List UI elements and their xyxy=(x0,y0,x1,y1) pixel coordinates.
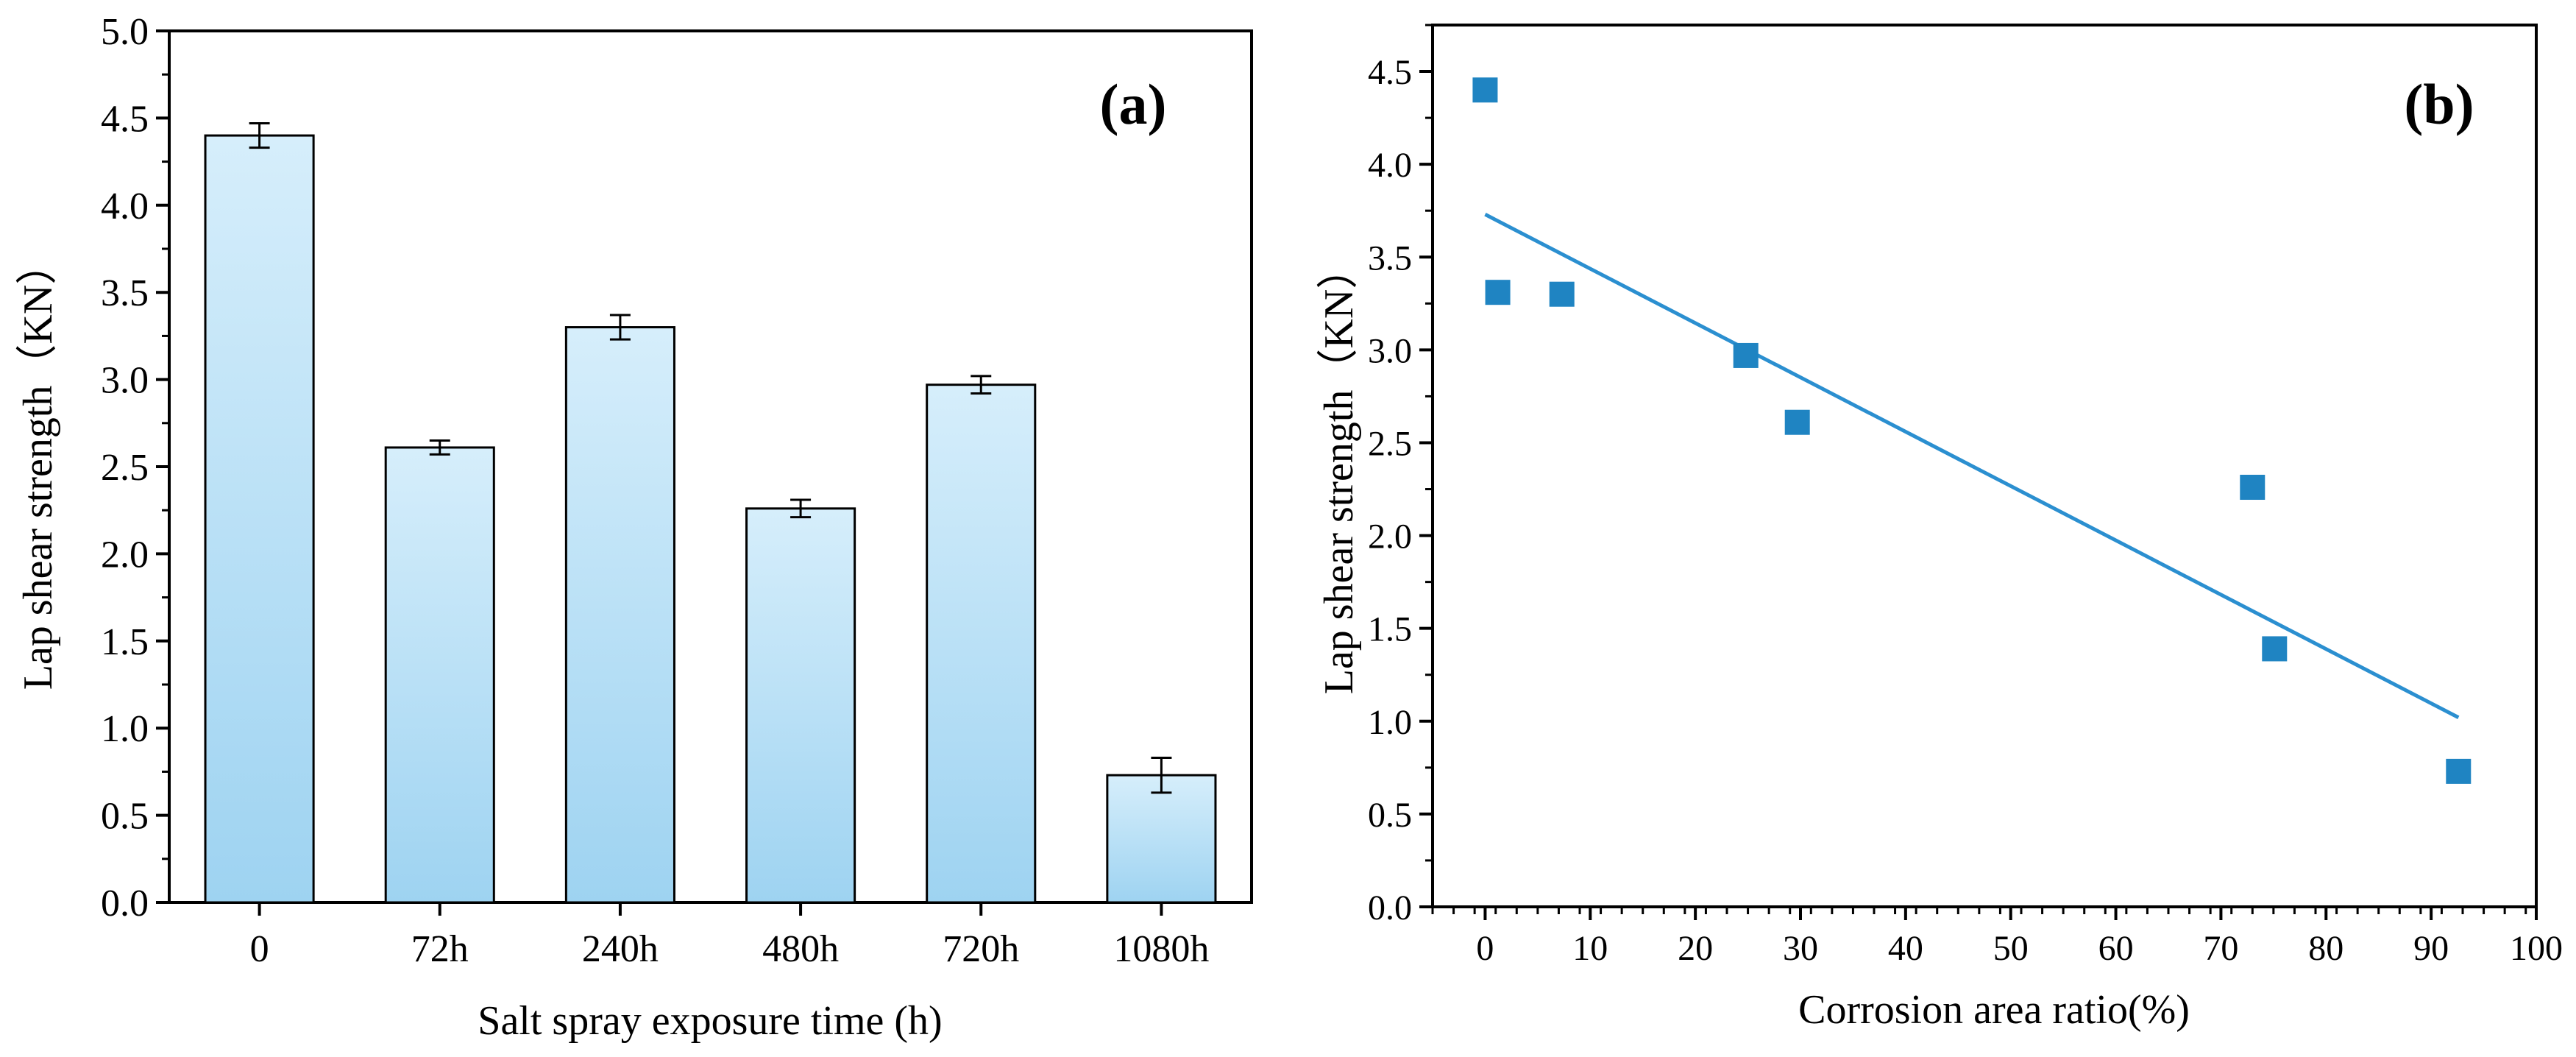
data-point-5 xyxy=(2240,475,2265,501)
panel-a-label: (a) xyxy=(1100,72,1167,136)
panel-b-x-tick-label: 30 xyxy=(1783,929,1818,968)
panel-b-label: (b) xyxy=(2404,72,2474,136)
data-point-2 xyxy=(1549,281,1575,307)
panel-a-y-tick-label: 1.0 xyxy=(101,708,149,750)
panel-a-x-tick-label: 720h xyxy=(943,928,1019,970)
panel-a-x-tick-label: 1080h xyxy=(1113,928,1209,970)
panel-a-y-axis-title: Lap shear strength（KN） xyxy=(15,244,61,690)
panel-b-x-tick-label: 60 xyxy=(2098,929,2134,968)
panel-a-bars xyxy=(204,122,1217,904)
panel-a-plot-frame xyxy=(168,29,1253,904)
panel-b-x-axis: 0 10 20 30 40 50 60 70 80 90 100 xyxy=(1431,907,2563,968)
panel-b-y-tick-label: 0.5 xyxy=(1368,796,1412,835)
panel-b-x-tick-label: 90 xyxy=(2413,929,2449,968)
panel-a-y-tick-label: 4.0 xyxy=(101,185,149,227)
panel-b-x-tick-label: 100 xyxy=(2510,929,2563,968)
panel-a-x-axis: 0 72h 240h 480h 720h 1080h xyxy=(250,902,1209,970)
panel-b-x-tick-label: 20 xyxy=(1678,929,1713,968)
panel-a-y-tick-label: 2.5 xyxy=(101,447,149,489)
panel-b-x-tick-label: 70 xyxy=(2203,929,2238,968)
panel-b-y-tick-label: 1.5 xyxy=(1368,610,1412,649)
fit-line xyxy=(1484,213,2460,719)
bar-720h xyxy=(926,383,1037,904)
panel-a-y-tick-label: 4.5 xyxy=(101,98,149,140)
panel-b-y-axis: 0.0 0.5 1.0 1.5 2.0 2.5 3.0 3.5 4.0 4.5 xyxy=(1368,24,1433,927)
data-point-1 xyxy=(1485,280,1511,305)
data-point-7 xyxy=(2446,758,2472,784)
data-point-4 xyxy=(1784,409,1810,435)
panel-a-x-tick-label: 240h xyxy=(582,928,659,970)
panel-a-y-tick-label: 0.5 xyxy=(101,796,149,838)
panel-b-y-tick-label: 1.0 xyxy=(1368,703,1412,742)
panel-b-y-tick-label: 0.0 xyxy=(1368,888,1412,927)
panel-b-x-tick-label: 40 xyxy=(1888,929,1923,968)
bar-1080h xyxy=(1106,774,1217,904)
panel-b-y-tick-label: 4.0 xyxy=(1368,146,1412,185)
panel-b-y-axis-title: Lap shear strength（KN） xyxy=(1316,248,1362,695)
panel-a-y-axis: 0.0 0.5 1.0 1.5 2.0 2.5 3.0 3.5 4.0 4.5 5.0 xyxy=(101,11,169,925)
panel-b-scatter-chart: 0.0 0.5 1.0 1.5 2.0 2.5 3.0 3.5 4.0 4.5 0 10 20 30 40… xyxy=(1316,24,2563,1033)
panel-a-y-tick-label: 3.5 xyxy=(101,272,149,314)
panel-a-bar-chart: 0.0 0.5 1.0 1.5 2.0 2.5 3.0 3.5 4.0 4.5 5.0 0 72h 24… xyxy=(15,11,1253,1044)
panel-a-x-axis-title: Salt spray exposure time (h) xyxy=(478,998,942,1044)
panel-b-x-tick-label: 0 xyxy=(1476,929,1494,968)
panel-b-x-tick-label: 10 xyxy=(1572,929,1608,968)
data-point-0 xyxy=(1472,77,1498,103)
panel-b-x-axis-title: Corrosion area ratio(%) xyxy=(1798,987,2190,1033)
panel-a-y-tick-label: 5.0 xyxy=(101,11,149,53)
panel-a-y-tick-label: 1.5 xyxy=(101,621,149,663)
panel-b-y-tick-label: 2.5 xyxy=(1368,424,1412,463)
panel-b-x-tick-label: 50 xyxy=(1993,929,2029,968)
panel-b-y-tick-label: 3.0 xyxy=(1368,331,1412,370)
bar-480h xyxy=(745,507,856,904)
panel-b-points xyxy=(1472,77,2472,784)
bar-240h xyxy=(564,326,675,904)
panel-a-x-tick-label: 72h xyxy=(411,928,469,970)
panel-b-x-tick-label: 80 xyxy=(2308,929,2343,968)
bar-72h xyxy=(384,446,495,904)
panel-b-y-tick-label: 4.5 xyxy=(1368,53,1412,92)
data-point-3 xyxy=(1733,342,1759,368)
panel-a-y-tick-label: 0.0 xyxy=(101,883,149,925)
panel-a-x-tick-label: 480h xyxy=(762,928,839,970)
panel-b-fit-line-group xyxy=(1484,213,2460,719)
panel-a-x-tick-label: 0 xyxy=(250,928,269,970)
bar-0 xyxy=(204,134,315,904)
panel-b-plot-frame xyxy=(1431,24,2538,908)
data-point-6 xyxy=(2262,636,2288,662)
panel-b-y-tick-label: 2.0 xyxy=(1368,517,1412,556)
panel-b-y-tick-label: 3.5 xyxy=(1368,238,1412,277)
panel-a-y-tick-label: 3.0 xyxy=(101,360,149,402)
panel-a-y-tick-label: 2.0 xyxy=(101,534,149,576)
